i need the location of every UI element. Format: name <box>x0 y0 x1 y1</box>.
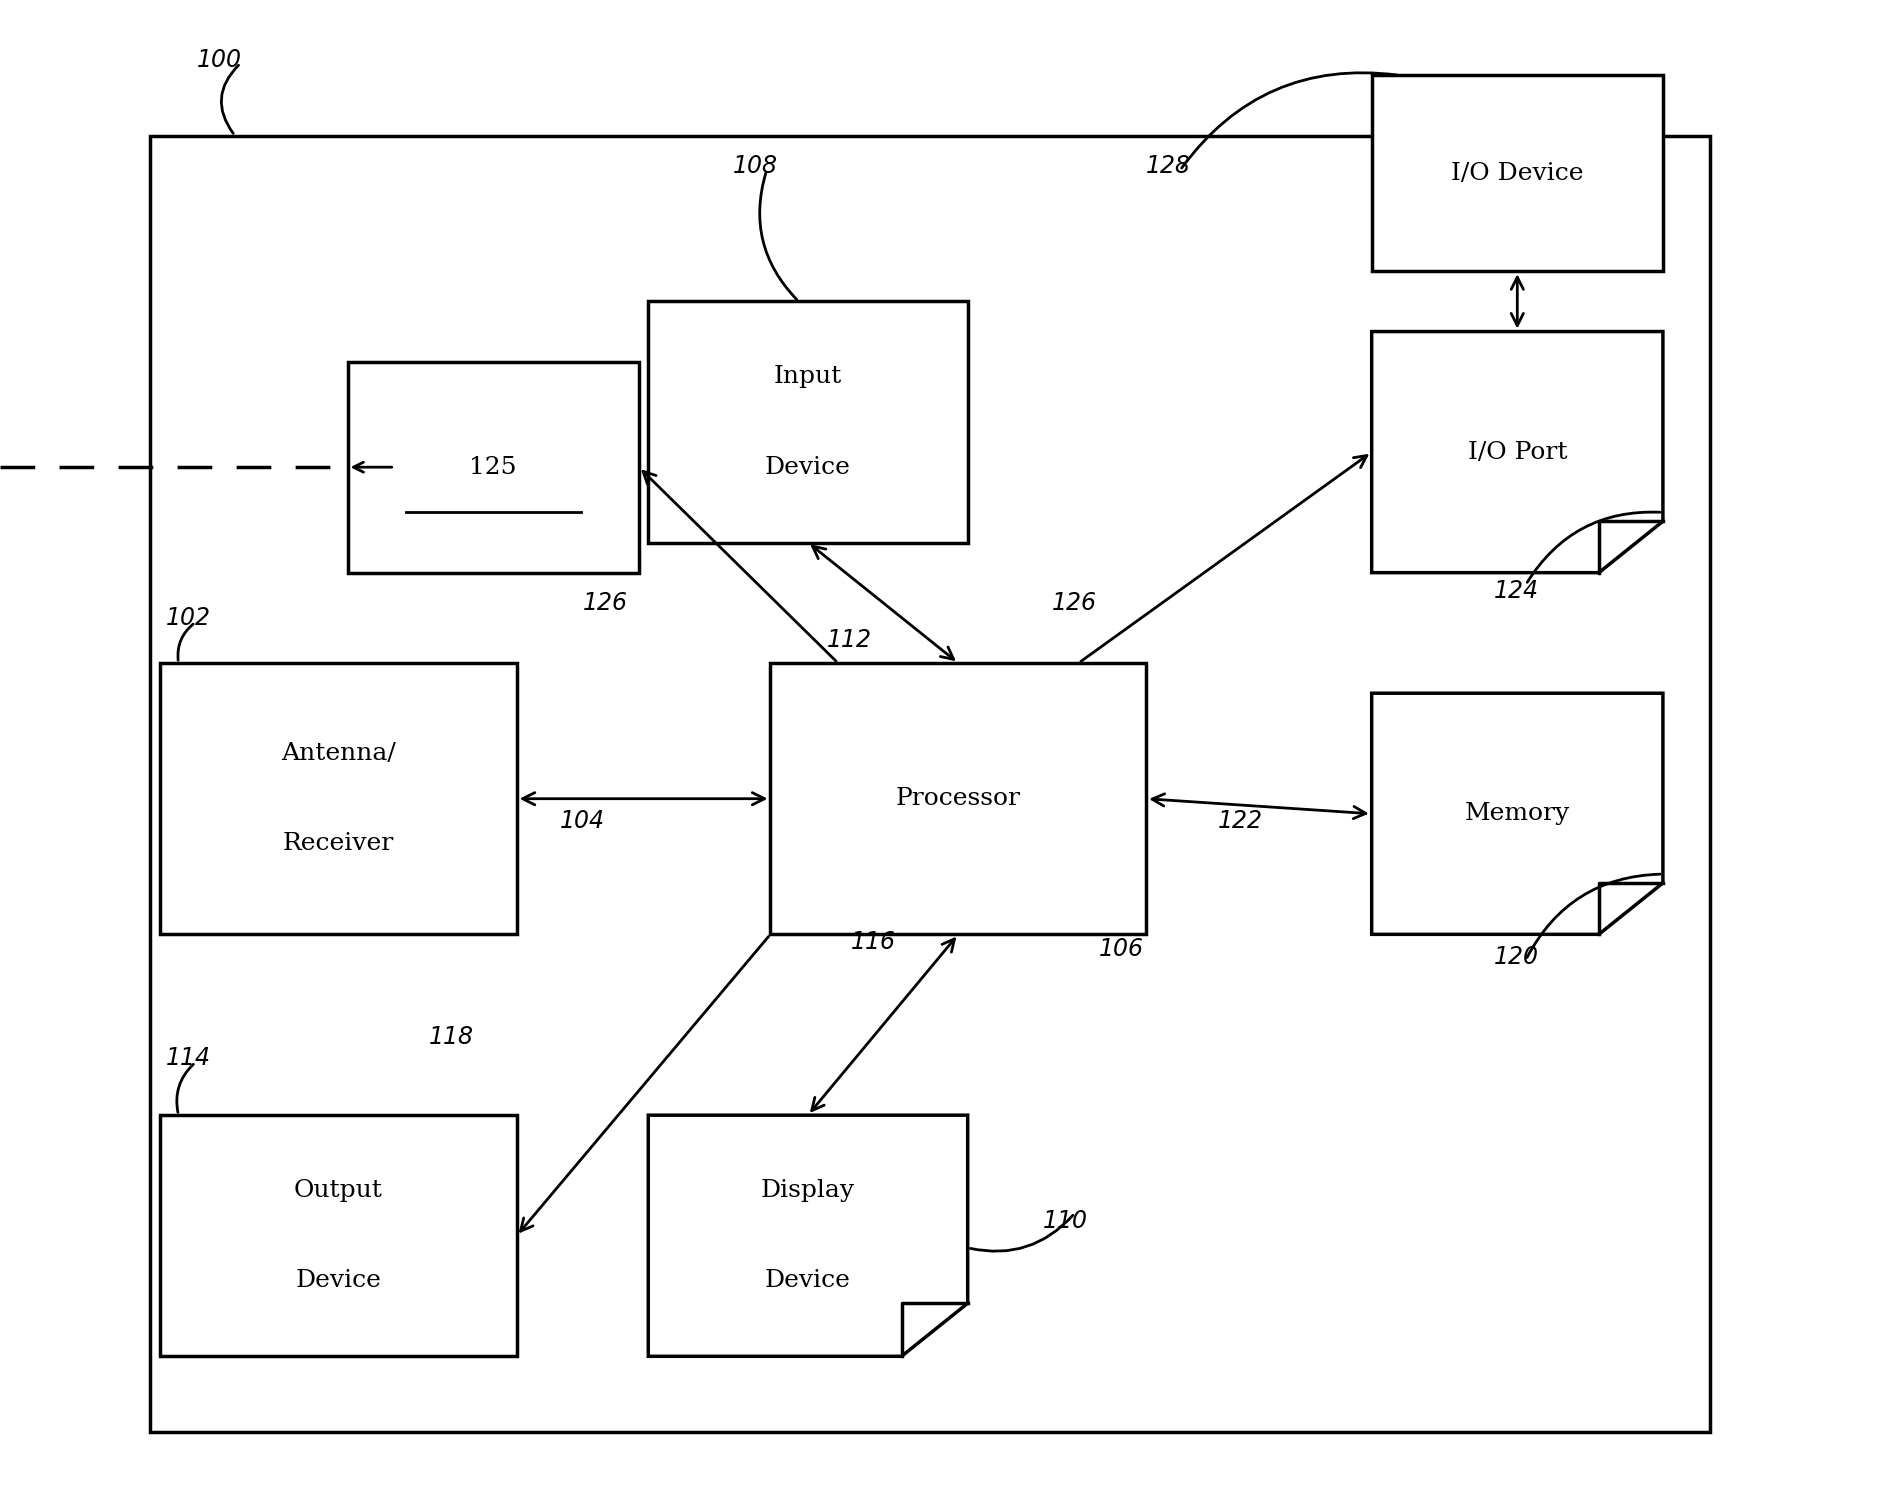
FancyArrowPatch shape <box>179 624 194 660</box>
Text: 110: 110 <box>1043 1209 1088 1233</box>
Text: Antenna/: Antenna/ <box>280 741 396 766</box>
Text: Device: Device <box>765 1269 851 1293</box>
Bar <box>160 663 517 934</box>
Text: 120: 120 <box>1494 945 1539 969</box>
FancyArrowPatch shape <box>1528 512 1661 582</box>
Bar <box>1372 75 1663 271</box>
FancyArrowPatch shape <box>1528 874 1661 957</box>
Polygon shape <box>1372 332 1663 573</box>
Text: 100: 100 <box>197 48 242 72</box>
Text: 108: 108 <box>733 154 778 178</box>
Text: 128: 128 <box>1146 154 1191 178</box>
FancyArrowPatch shape <box>177 1064 194 1112</box>
Text: 116: 116 <box>851 930 896 954</box>
Polygon shape <box>648 1115 968 1356</box>
Bar <box>150 136 1710 1432</box>
Text: 124: 124 <box>1494 579 1539 603</box>
FancyArrowPatch shape <box>222 65 239 134</box>
Text: Output: Output <box>293 1178 383 1203</box>
Text: 118: 118 <box>428 1025 474 1049</box>
Text: 104: 104 <box>560 809 605 833</box>
Text: I/O Port: I/O Port <box>1467 440 1567 464</box>
Text: Input: Input <box>774 365 842 389</box>
Bar <box>348 362 639 573</box>
Text: 125: 125 <box>470 455 517 479</box>
FancyArrowPatch shape <box>970 1215 1073 1251</box>
Text: 114: 114 <box>165 1046 210 1070</box>
FancyArrowPatch shape <box>1182 72 1398 169</box>
Text: I/O Device: I/O Device <box>1451 161 1584 185</box>
Text: Device: Device <box>295 1269 381 1293</box>
Text: 122: 122 <box>1218 809 1263 833</box>
Text: Processor: Processor <box>896 787 1020 811</box>
Bar <box>160 1115 517 1356</box>
Text: Device: Device <box>765 455 851 479</box>
Text: 106: 106 <box>1099 937 1144 961</box>
Text: 126: 126 <box>582 591 628 615</box>
Text: Display: Display <box>761 1178 855 1203</box>
Text: Receiver: Receiver <box>282 832 395 856</box>
Bar <box>770 663 1146 934</box>
FancyArrowPatch shape <box>759 173 797 300</box>
Text: Memory: Memory <box>1464 802 1571 826</box>
Text: 126: 126 <box>1052 591 1097 615</box>
Text: 102: 102 <box>165 606 210 630</box>
Text: 112: 112 <box>827 628 872 653</box>
Polygon shape <box>1372 693 1663 934</box>
Bar <box>648 301 968 543</box>
